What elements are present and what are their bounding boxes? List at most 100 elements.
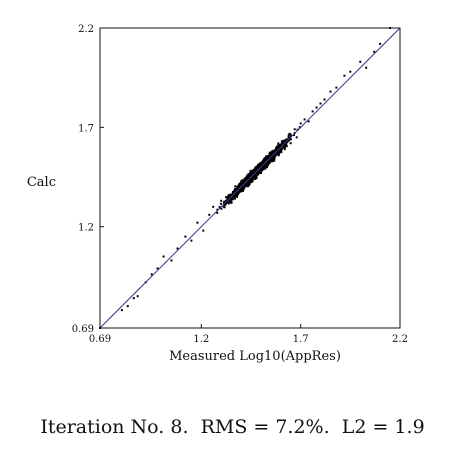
data-point [208, 213, 211, 216]
data-point-cloud [272, 155, 275, 158]
data-point-cloud [261, 166, 264, 169]
data-point-cloud [254, 175, 257, 178]
data-point-cloud [256, 170, 259, 173]
data-point [216, 211, 219, 214]
data-point-cloud [230, 196, 232, 199]
data-point-cloud [233, 189, 236, 192]
data-point-cloud [255, 176, 258, 179]
data-point-cloud [264, 157, 267, 160]
data-point-cloud [281, 142, 284, 145]
data-point-cloud [267, 155, 270, 158]
data-point-cloud [227, 202, 230, 205]
x-axis-ticks: 0.69 1.2 1.7 2.2 [89, 324, 408, 345]
data-point-cloud [250, 178, 253, 181]
data-point-cloud [235, 189, 238, 192]
data-point-cloud [271, 159, 274, 162]
data-point-cloud [278, 148, 281, 151]
data-point [303, 118, 306, 121]
data-point [365, 66, 368, 69]
y-tick-label: 2.2 [78, 24, 94, 35]
data-point-cloud [263, 159, 266, 162]
data-point-cloud [249, 172, 252, 174]
data-point [136, 295, 139, 298]
data-point-cloud [229, 199, 232, 202]
data-point-cloud [268, 156, 271, 159]
data-point-cloud [237, 184, 240, 187]
data-point [315, 106, 318, 109]
data-point-cloud [288, 132, 291, 135]
iteration-caption: Iteration No. 8. RMS = 7.2%. L2 = 1.9 [40, 416, 425, 438]
data-point-cloud [256, 173, 259, 176]
data-point-cloud [248, 174, 251, 177]
data-point-cloud [234, 185, 237, 188]
data-point [156, 267, 159, 270]
data-point-cloud [252, 176, 255, 179]
data-point-cloud [245, 178, 247, 181]
plot-area-frame [99, 27, 401, 329]
data-point [202, 229, 205, 232]
data-point-cloud [220, 202, 223, 205]
data-point-cloud [253, 170, 256, 173]
data-point-cloud [241, 181, 244, 184]
data-point-cloud [268, 159, 271, 162]
data-point-cloud [242, 185, 245, 188]
x-tick-label: 2.2 [392, 334, 408, 345]
data-point-cloud [234, 192, 237, 195]
data-point [343, 74, 346, 77]
data-point-cloud [285, 144, 288, 147]
data-point-cloud [270, 153, 273, 156]
data-point [349, 70, 352, 73]
data-point [293, 128, 296, 131]
data-point-cloud [257, 165, 259, 168]
y-axis-ticks: 0.69 1.2 1.7 2.2 [72, 24, 104, 335]
data-point-cloud [256, 172, 259, 175]
data-point-cloud [261, 161, 264, 164]
data-point-cloud [225, 196, 227, 199]
data-point-cloud [273, 155, 276, 158]
data-point-cloud [272, 157, 275, 159]
data-point-cloud [240, 179, 243, 182]
data-point-cloud [234, 197, 236, 200]
data-point-cloud [240, 188, 243, 191]
data-point [150, 273, 153, 276]
data-point-cloud [275, 153, 278, 156]
data-point-cloud [229, 195, 231, 198]
data-point-cloud [247, 180, 250, 183]
data-point-cloud [230, 194, 233, 197]
data-point-cloud [237, 191, 240, 194]
data-point [311, 110, 314, 113]
data-point [162, 255, 165, 258]
data-point [323, 98, 326, 101]
data-point-cloud [269, 151, 271, 154]
data-point-cloud [224, 202, 227, 205]
data-point-cloud [255, 168, 258, 171]
data-point-cloud [249, 173, 252, 176]
data-point [373, 50, 376, 53]
data-point [319, 102, 322, 105]
data-point-cloud [265, 165, 268, 168]
data-point-cloud [276, 145, 279, 148]
data-point-cloud [243, 178, 246, 181]
data-point-cloud [240, 190, 242, 193]
data-point [212, 205, 215, 208]
data-point-cloud [246, 174, 249, 177]
data-point-cloud [216, 208, 219, 211]
data-point-cloud [288, 139, 290, 142]
data-point-cloud [262, 167, 265, 170]
data-point-cloud [266, 161, 269, 164]
y-axis-label: Calc [27, 175, 56, 190]
data-point [299, 122, 302, 125]
data-point [170, 259, 173, 262]
data-point-cloud [218, 206, 221, 208]
data-point-cloud [262, 162, 265, 165]
data-point-cloud [226, 198, 229, 201]
data-point-cloud [253, 168, 256, 171]
y-tick-label: 1.7 [78, 123, 94, 134]
data-point-cloud [268, 162, 271, 164]
data-point-cloud [265, 159, 268, 162]
data-point-cloud [274, 154, 277, 157]
data-point-cloud [251, 175, 254, 178]
data-point-cloud [258, 170, 260, 173]
data-point-cloud [257, 171, 260, 174]
data-point-cloud [223, 201, 225, 204]
